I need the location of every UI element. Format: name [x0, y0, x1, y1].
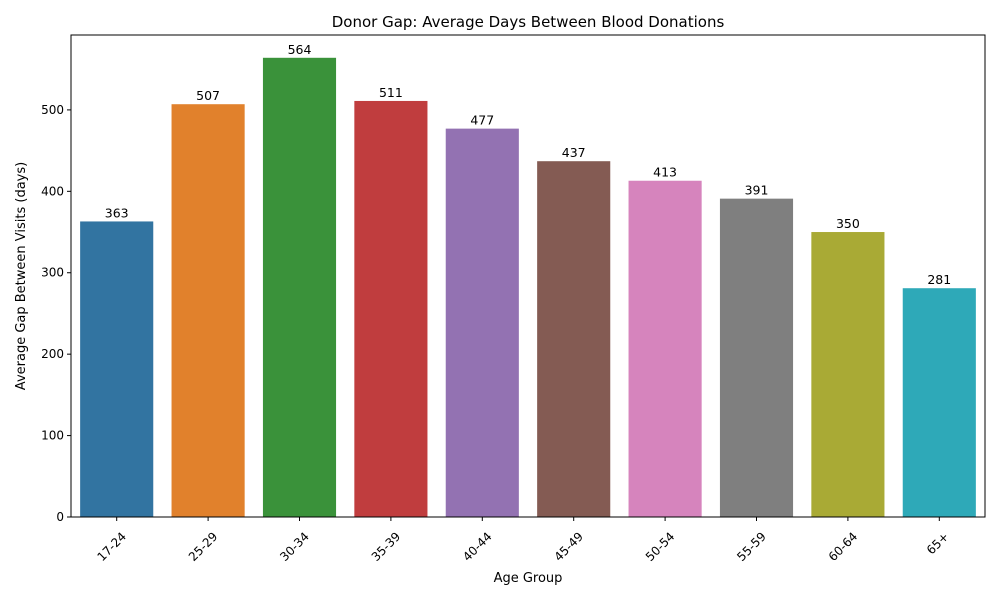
- x-tick-label-35-39: 35-39: [369, 529, 404, 564]
- data-label-30-34: 564: [288, 42, 312, 57]
- x-tick-label-55-59: 55-59: [734, 529, 769, 564]
- data-label-60-64: 350: [836, 216, 860, 231]
- data-label-55-59: 391: [745, 183, 769, 198]
- bar-50-54: [628, 180, 702, 517]
- bar-55-59: [719, 198, 794, 517]
- data-label-40-44: 477: [470, 113, 494, 128]
- data-label-17-24: 363: [105, 205, 129, 220]
- x-tick-label-30-34: 30-34: [277, 529, 312, 564]
- y-axis-label: Average Gap Between Visits (days): [14, 162, 29, 390]
- plot-frame: [70, 34, 986, 518]
- x-tick-label-17-24: 17-24: [94, 529, 129, 564]
- bar-25-29: [171, 104, 245, 517]
- x-tick-label-45-49: 45-49: [551, 529, 586, 564]
- bar-40-44: [445, 128, 519, 517]
- data-label-50-54: 413: [653, 165, 677, 180]
- bar-30-34: [262, 57, 337, 517]
- x-tick-label-60-64: 60-64: [826, 529, 861, 564]
- bar-17-24: [80, 221, 154, 517]
- chart-title: Donor Gap: Average Days Between Blood Do…: [332, 13, 725, 31]
- bar-65+: [902, 288, 976, 517]
- y-tick-label-100: 100: [41, 429, 64, 443]
- y-tick-label-300: 300: [41, 266, 64, 280]
- y-tick-label-500: 500: [41, 103, 64, 117]
- x-axis-label: Age Group: [494, 571, 563, 586]
- x-tick-label-25-29: 25-29: [186, 529, 221, 564]
- y-tick-label-200: 200: [41, 347, 64, 361]
- data-label-25-29: 507: [196, 88, 220, 103]
- y-tick-label-400: 400: [41, 184, 64, 198]
- data-label-45-49: 437: [562, 145, 586, 160]
- bar-45-49: [537, 161, 611, 517]
- x-axis: 17-24 25-29 30-34 35-39 40-44 45-49 50-54 55-59…: [94, 517, 952, 564]
- data-labels-group: 363 507 564 511 477 437 413 391 350 281: [105, 42, 951, 287]
- bars-group: [80, 57, 976, 517]
- data-label-35-39: 511: [379, 85, 403, 100]
- y-tick-label-0: 0: [56, 510, 64, 524]
- x-tick-label-65+: 65+: [924, 529, 952, 557]
- y-axis: 0 100 200 300 400 500: [41, 103, 71, 524]
- x-tick-label-50-54: 50-54: [643, 529, 678, 564]
- bar-35-39: [354, 100, 428, 517]
- x-tick-label-40-44: 40-44: [460, 529, 495, 564]
- data-label-65+: 281: [927, 272, 951, 287]
- bar-60-64: [811, 232, 885, 517]
